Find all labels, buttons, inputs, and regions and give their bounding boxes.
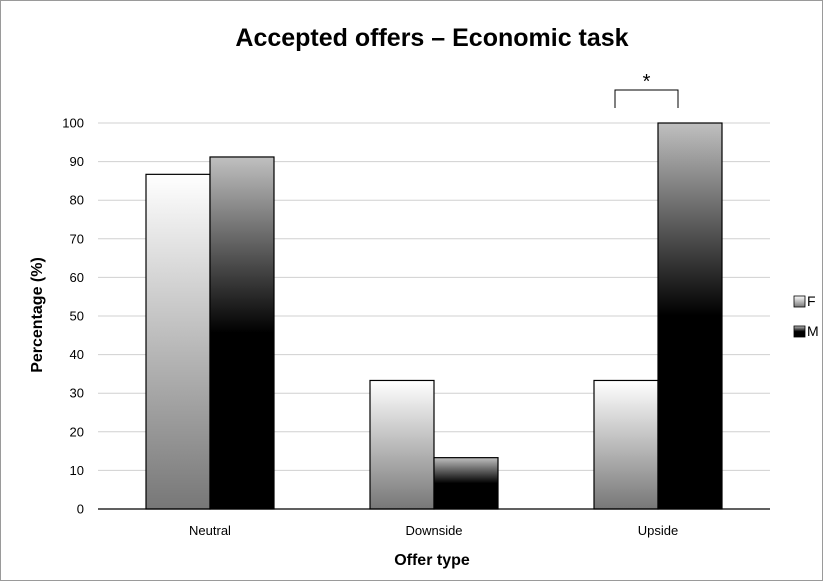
y-tick-label: 100 <box>62 116 84 131</box>
annotations: * <box>614 71 679 108</box>
y-tick-label: 50 <box>70 309 84 324</box>
chart-title: Accepted offers – Economic task <box>235 24 628 52</box>
y-tick-label: 40 <box>70 347 84 362</box>
y-tick-label: 10 <box>70 463 84 478</box>
y-axis-ticks: 0 10 20 30 40 50 60 70 80 90 100 <box>62 116 84 517</box>
bar-m-upside <box>657 122 723 510</box>
legend-swatch-m <box>793 325 806 338</box>
y-tick-label: 30 <box>70 386 84 401</box>
legend-label-m: M <box>807 323 819 339</box>
x-tick-label: Upside <box>638 523 678 538</box>
y-tick-label: 90 <box>70 154 84 169</box>
significance-marker: * <box>643 71 651 93</box>
legend-label-f: F <box>807 293 816 309</box>
bar-f-neutral <box>145 173 211 510</box>
y-tick-label: 0 <box>77 502 84 517</box>
y-tick-label: 80 <box>70 193 84 208</box>
x-tick-label: Neutral <box>189 523 231 538</box>
y-tick-label: 70 <box>70 231 84 246</box>
x-tick-label: Downside <box>405 523 462 538</box>
y-tick-label: 20 <box>70 424 84 439</box>
bar-m-neutral <box>209 156 275 510</box>
bar-m-downside <box>433 457 499 510</box>
y-axis-label: Percentage (%) <box>29 257 46 373</box>
bar-f-upside <box>593 379 659 510</box>
legend-swatch-f <box>793 295 806 308</box>
y-tick-label: 60 <box>70 270 84 285</box>
bar-f-downside <box>369 379 435 510</box>
legend: FM <box>793 293 819 339</box>
x-axis-label: Offer type <box>394 552 470 569</box>
significance-bracket <box>614 89 679 108</box>
x-axis-ticks: Neutral Downside Upside <box>189 523 678 538</box>
